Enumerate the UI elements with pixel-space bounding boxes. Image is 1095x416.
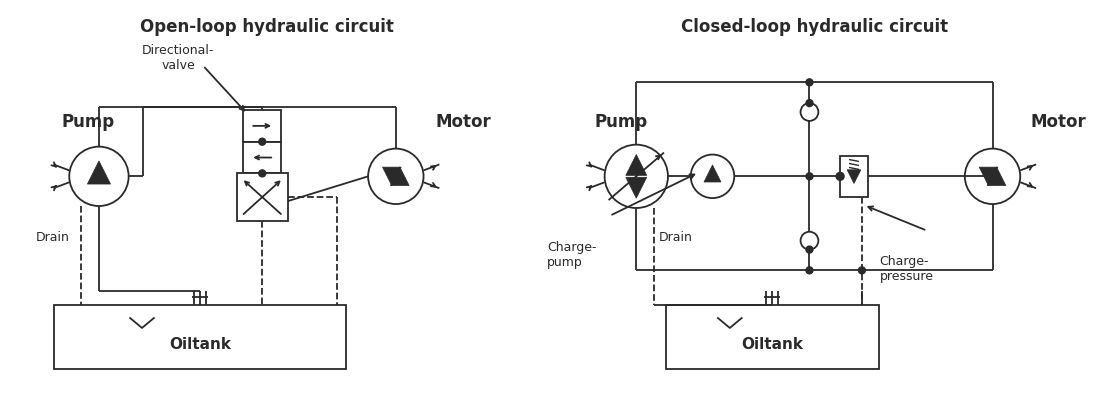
Polygon shape [382, 167, 401, 186]
Circle shape [258, 170, 266, 177]
Text: Open-loop hydraulic circuit: Open-loop hydraulic circuit [140, 18, 394, 36]
Circle shape [806, 173, 812, 180]
Circle shape [837, 172, 844, 180]
Circle shape [604, 145, 668, 208]
Polygon shape [626, 154, 647, 176]
Bar [55, 305, 346, 369]
Polygon shape [848, 170, 861, 183]
Circle shape [806, 100, 812, 106]
Polygon shape [987, 167, 1006, 186]
Circle shape [806, 79, 812, 86]
Circle shape [989, 172, 996, 180]
Polygon shape [88, 161, 111, 184]
Bar [237, 173, 288, 221]
Bar [243, 110, 281, 142]
Circle shape [800, 103, 818, 121]
Circle shape [800, 232, 818, 250]
Text: Oiltank: Oiltank [741, 337, 804, 352]
Text: Pump: Pump [61, 113, 115, 131]
Circle shape [368, 149, 424, 204]
Circle shape [806, 267, 812, 274]
Text: Pump: Pump [595, 113, 648, 131]
Text: Drain: Drain [35, 231, 69, 244]
Bar [666, 305, 878, 369]
Polygon shape [626, 177, 647, 198]
Circle shape [806, 246, 812, 253]
Circle shape [858, 267, 865, 274]
Circle shape [258, 138, 266, 145]
Text: Closed-loop hydraulic circuit: Closed-loop hydraulic circuit [681, 18, 948, 36]
Text: Charge-
pressure: Charge- pressure [879, 255, 934, 283]
Circle shape [691, 155, 735, 198]
Text: Motor: Motor [436, 113, 492, 131]
Text: Charge-
pump: Charge- pump [548, 240, 597, 269]
Bar [243, 142, 281, 173]
Text: Oiltank: Oiltank [170, 337, 231, 352]
Circle shape [69, 147, 128, 206]
Text: Motor: Motor [1030, 113, 1086, 131]
Polygon shape [979, 167, 998, 186]
Text: Directional-
valve: Directional- valve [142, 44, 215, 72]
Polygon shape [391, 167, 410, 186]
Bar [840, 156, 868, 197]
Polygon shape [704, 165, 721, 182]
Circle shape [965, 149, 1021, 204]
Text: Drain: Drain [659, 231, 693, 244]
